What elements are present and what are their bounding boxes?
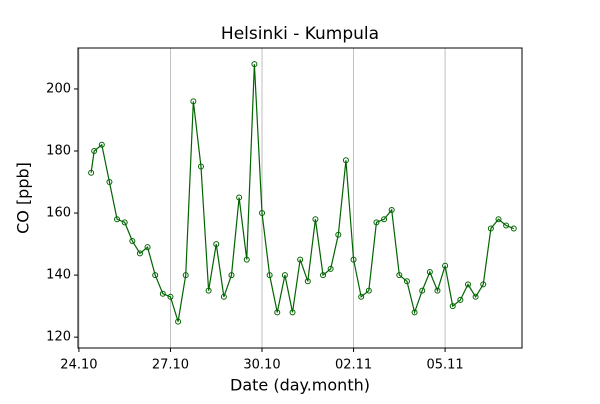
data-line bbox=[90, 64, 514, 322]
data-point bbox=[487, 225, 494, 232]
x-tick-label: 24.10 bbox=[60, 358, 97, 373]
data-point bbox=[342, 157, 349, 164]
data-point bbox=[327, 265, 334, 272]
data-point bbox=[320, 272, 327, 279]
data-point bbox=[365, 287, 372, 294]
data-point bbox=[236, 194, 243, 201]
data-point bbox=[106, 179, 113, 186]
data-point bbox=[289, 309, 296, 316]
data-point bbox=[136, 250, 143, 257]
data-point bbox=[114, 216, 121, 223]
data-point bbox=[98, 141, 105, 148]
x-tick-label: 02.11 bbox=[335, 358, 372, 373]
data-point bbox=[281, 272, 288, 279]
data-point bbox=[495, 216, 502, 223]
data-point bbox=[381, 216, 388, 223]
data-point bbox=[182, 272, 189, 279]
data-point bbox=[274, 309, 281, 316]
data-point bbox=[175, 318, 182, 325]
data-point bbox=[144, 244, 151, 251]
chart-title: Helsinki - Kumpula bbox=[221, 24, 379, 44]
data-point bbox=[297, 256, 304, 263]
x-axis-label: Date (day.month) bbox=[230, 376, 370, 395]
x-tick-label: 27.10 bbox=[152, 358, 189, 373]
x-tick-label: 05.11 bbox=[426, 358, 463, 373]
y-axis-label: CO [ppb] bbox=[14, 162, 33, 234]
data-point bbox=[251, 61, 258, 68]
data-point bbox=[312, 216, 319, 223]
data-point bbox=[259, 210, 266, 217]
y-tick-label: 200 bbox=[46, 81, 71, 96]
data-point bbox=[472, 293, 479, 300]
data-point bbox=[243, 256, 250, 263]
data-point bbox=[213, 241, 220, 248]
data-point bbox=[121, 219, 128, 226]
data-point bbox=[449, 303, 456, 310]
data-point bbox=[152, 272, 159, 279]
y-tick-label: 160 bbox=[46, 206, 71, 221]
data-point bbox=[91, 147, 98, 154]
data-point bbox=[358, 293, 365, 300]
data-point bbox=[335, 231, 342, 238]
data-point bbox=[228, 272, 235, 279]
plot-frame bbox=[77, 47, 523, 349]
data-point bbox=[129, 237, 136, 244]
data-point bbox=[442, 262, 449, 269]
data-point bbox=[457, 296, 464, 303]
data-point bbox=[480, 281, 487, 288]
data-point bbox=[304, 278, 311, 285]
data-point bbox=[426, 268, 433, 275]
data-point bbox=[190, 98, 197, 105]
data-point bbox=[350, 256, 357, 263]
data-point bbox=[266, 272, 273, 279]
y-tick-label: 120 bbox=[46, 330, 71, 345]
data-point bbox=[205, 287, 212, 294]
data-point bbox=[396, 272, 403, 279]
data-point bbox=[159, 290, 166, 297]
data-point bbox=[88, 169, 95, 176]
data-point bbox=[197, 163, 204, 170]
data-point bbox=[419, 287, 426, 294]
data-point bbox=[220, 293, 227, 300]
y-tick-label: 140 bbox=[46, 268, 71, 283]
data-point bbox=[373, 219, 380, 226]
data-point bbox=[411, 309, 418, 316]
data-point bbox=[403, 278, 410, 285]
data-point bbox=[167, 293, 174, 300]
y-tick-label: 180 bbox=[46, 143, 71, 158]
data-point bbox=[503, 222, 510, 229]
x-tick-label: 30.10 bbox=[243, 358, 280, 373]
data-point bbox=[464, 281, 471, 288]
data-point bbox=[388, 206, 395, 213]
data-point bbox=[510, 225, 517, 232]
data-point bbox=[434, 287, 441, 294]
